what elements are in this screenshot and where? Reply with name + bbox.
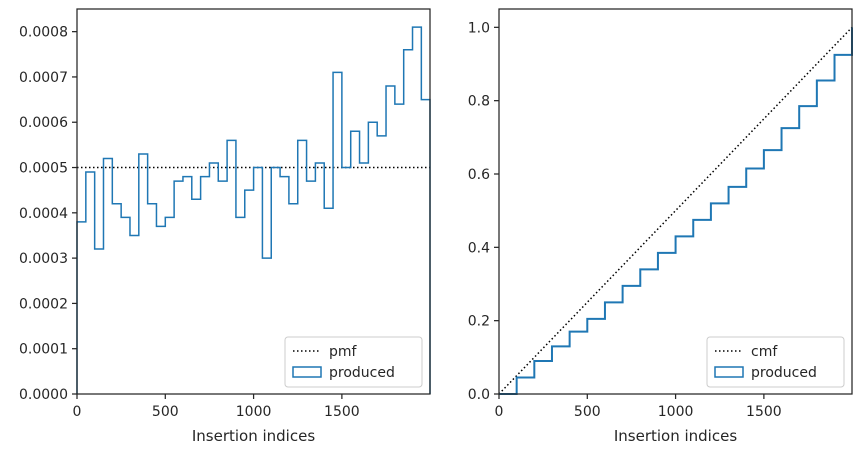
y-tick-label: 0.4	[468, 240, 490, 256]
legend-series-marker	[292, 366, 322, 378]
legend-box	[284, 336, 423, 388]
x-tick-label: 1000	[236, 404, 272, 420]
y-tick-label: 0.8	[468, 94, 490, 110]
x-tick-label: 0	[495, 404, 504, 420]
reference-line	[498, 26, 853, 395]
legend-ref-label: cmf	[751, 344, 778, 360]
series-produced	[76, 26, 431, 394]
y-tick-label: 0.0007	[19, 70, 68, 86]
plot-frame	[498, 8, 853, 395]
x-tick-label: 1500	[746, 404, 782, 420]
y-tick-label: 0.0000	[19, 387, 68, 403]
series-produced	[499, 27, 853, 395]
y-tick-label: 0.0	[468, 387, 490, 403]
y-tick-label: 0.0005	[19, 161, 68, 177]
x-tick-label: 500	[152, 404, 179, 420]
y-tick-label: 0.0006	[19, 115, 68, 131]
y-tick-label: 0.2	[468, 314, 490, 330]
plot-frame	[76, 8, 431, 395]
y-tick-label: 0.0001	[19, 342, 68, 358]
y-tick-label: 1.0	[468, 20, 490, 36]
y-tick-label: 0.6	[468, 167, 490, 183]
x-axis-label: Insertion indices	[614, 427, 737, 445]
right-chart: 0 500 1000 1500 0.0 0.2 0.4 0.6 0.8 1.0 Insertion …	[468, 8, 853, 445]
y-tick-label: 0.0003	[19, 251, 68, 267]
legend-ref-label: pmf	[329, 344, 358, 360]
legend-series-label: produced	[751, 365, 817, 381]
y-tick-label: 0.0004	[19, 206, 68, 222]
x-tick-label: 500	[574, 404, 601, 420]
legend-series-label: produced	[329, 365, 395, 381]
y-tick-label: 0.0002	[19, 296, 68, 312]
x-tick-label: 1500	[324, 404, 360, 420]
left-chart: 0 500 1000 1500 0.0000 0.0001 0.0002 0.0003 0.00…	[19, 8, 431, 445]
legend-box	[706, 336, 845, 388]
x-tick-label: 0	[73, 404, 82, 420]
y-tick-label: 0.0008	[19, 25, 68, 41]
x-tick-label: 1000	[658, 404, 694, 420]
legend-series-marker	[714, 366, 744, 378]
x-axis-label: Insertion indices	[192, 427, 315, 445]
